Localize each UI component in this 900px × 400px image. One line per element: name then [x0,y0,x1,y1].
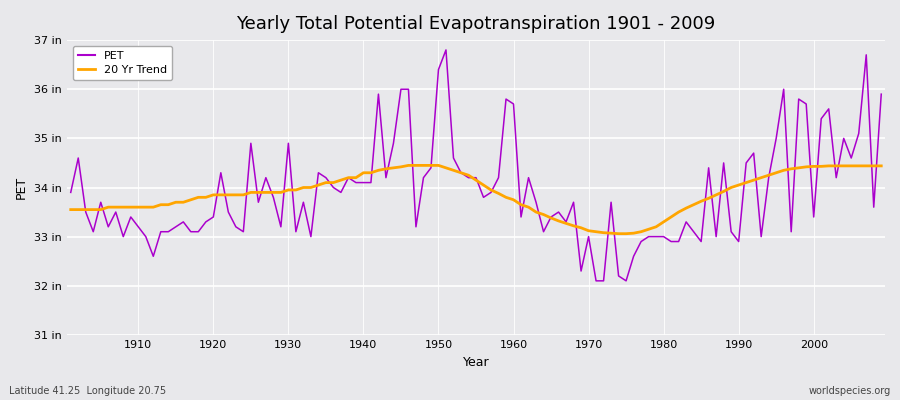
X-axis label: Year: Year [463,356,490,369]
Text: Latitude 41.25  Longitude 20.75: Latitude 41.25 Longitude 20.75 [9,386,166,396]
Y-axis label: PET: PET [15,176,28,199]
Legend: PET, 20 Yr Trend: PET, 20 Yr Trend [73,46,172,80]
Text: worldspecies.org: worldspecies.org [809,386,891,396]
Title: Yearly Total Potential Evapotranspiration 1901 - 2009: Yearly Total Potential Evapotranspiratio… [237,15,716,33]
